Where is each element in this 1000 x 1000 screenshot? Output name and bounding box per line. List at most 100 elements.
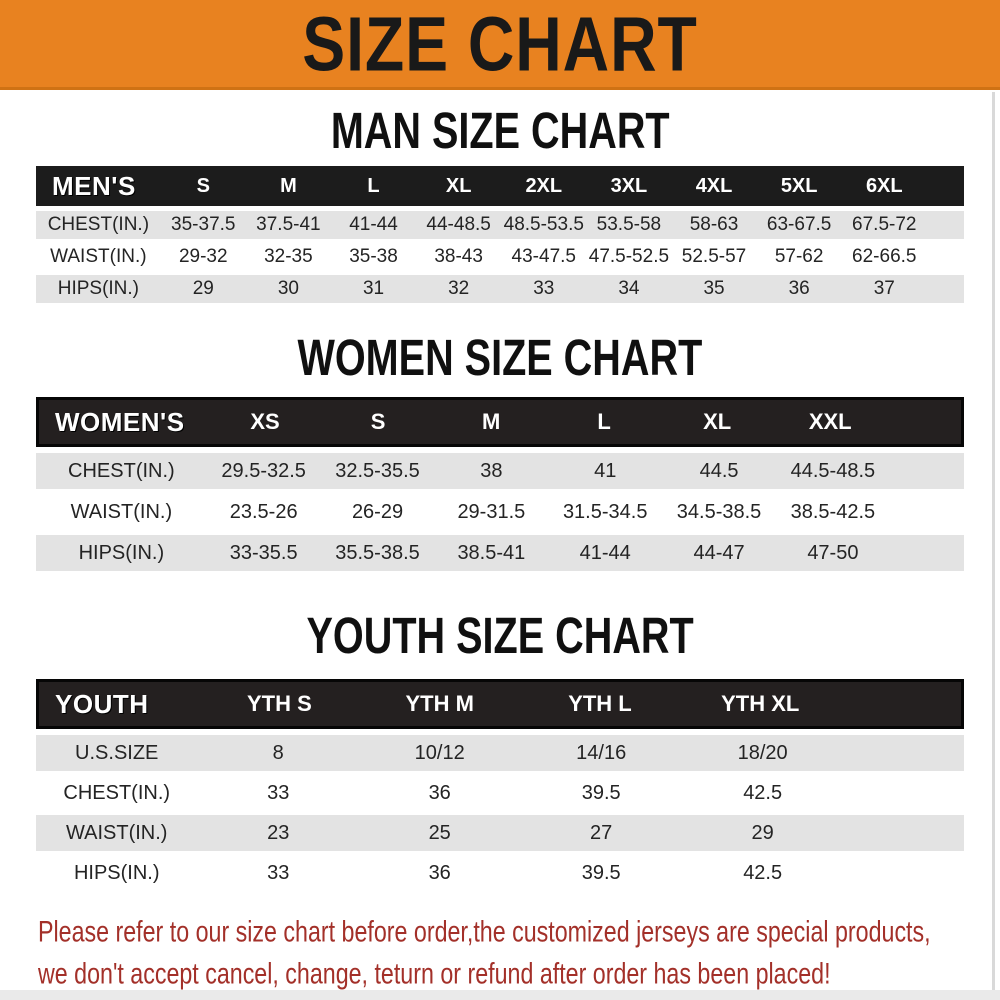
men-size-table: MEN'S S M L XL 2XL 3XL 4XL 5XL 6XL CHEST(IN.) 35-37… [36,166,964,303]
men-value-cell: 41-44 [349,214,398,235]
women-value-cell: 33-35.5 [229,541,298,564]
men-value-cell: 35-38 [349,246,398,267]
men-group-label: MEN'S [52,170,136,201]
youth-size-column-header: YTH S [247,691,312,716]
men-table-row: HIPS(IN.) 29 30 31 32 33 34 35 36 37 [36,275,964,303]
disclaimer-line-2: we don't accept cancel, change, teturn o… [38,957,831,990]
men-value-cell: 67.5-72 [852,214,917,235]
men-size-column-header: 6XL [865,174,903,197]
youth-size-table: YOUTH YTH S YTH M YTH L YTH XL U.S.SIZE 8 10/12… [36,679,964,891]
women-size-table: WOMEN'S XS S M L XL XXL CHEST(IN.) 29.5-32.5 32.5… [36,397,964,571]
youth-size-column-header: YTH XL [721,691,800,716]
youth-table-row: U.S.SIZE 8 10/12 14/16 18/20 [36,735,964,771]
women-table-row: CHEST(IN.) 29.5-32.5 32.5-35.5 38 41 44.5 44.5… [36,453,964,489]
men-value-cell: 47.5-52.5 [588,246,670,267]
women-section: WOMEN SIZE CHART WOMEN'S XS S M L XL XXL CHEST(… [0,330,1000,571]
men-table-row: WAIST(IN.) 29-32 32-35 35-38 38-43 43-47.5 47.… [36,243,964,271]
men-value-cell: 33 [533,278,555,299]
women-group-label: WOMEN'S [55,406,185,437]
men-size-column-header: 4XL [695,174,733,197]
men-table-row: CHEST(IN.) 35-37.5 37.5-41 41-44 44-48.5 48.5… [36,211,964,239]
men-value-cell: 48.5-53.5 [503,214,584,235]
women-value-cell: 29-31.5 [457,500,526,523]
women-table-row: WAIST(IN.) 23.5-26 26-29 29-31.5 31.5-34.5 34… [36,494,964,530]
youth-value-cell: 39.5 [581,861,621,884]
youth-section-heading: YOUTH SIZE CHART [0,608,1000,664]
men-value-cell: 52.5-57 [681,246,747,267]
women-row-label: HIPS(IN.) [78,541,165,564]
men-size-column-header: 2XL [525,174,563,197]
men-value-cell: 43-47.5 [511,246,576,267]
women-row-label: WAIST(IN.) [70,500,173,523]
youth-row-label: CHEST(IN.) [63,781,171,804]
women-value-cell: 38.5-41 [457,541,526,564]
women-value-cell: 29.5-32.5 [221,459,306,482]
men-section: MAN SIZE CHART MEN'S S M L XL 2XL 3XL 4XL 5XL 6XL… [0,103,1000,303]
men-row-label: WAIST(IN.) [50,246,147,267]
men-section-title: MAN SIZE CHART [330,103,670,160]
men-value-cell: 38-43 [434,246,483,267]
women-size-column-header: XL [703,409,732,434]
women-size-column-header: XXL [808,409,852,434]
youth-section-title: YOUTH SIZE CHART [306,608,694,665]
women-value-cell: 31.5-34.5 [562,500,648,523]
men-row-label: HIPS(IN.) [57,278,139,299]
women-table-row: HIPS(IN.) 33-35.5 35.5-38.5 38.5-41 41-44 44-… [36,535,964,571]
men-value-cell: 53.5-58 [596,214,662,235]
youth-table-row: CHEST(IN.) 33 36 39.5 42.5 [36,775,964,811]
banner: SIZE CHART [0,0,1000,90]
women-size-column-header: S [370,409,386,434]
women-value-cell: 47-50 [807,541,859,564]
youth-value-cell: 27 [590,821,613,844]
women-table-header-row: WOMEN'S XS S M L XL XXL [36,397,964,447]
women-section-title: WOMEN SIZE CHART [297,330,703,387]
youth-value-cell: 42.5 [743,781,783,804]
men-size-column-header: 5XL [780,174,818,197]
youth-value-cell: 8 [272,741,284,764]
youth-size-column-header: YTH M [405,691,474,716]
men-value-cell: 36 [788,278,810,299]
women-value-cell: 44-47 [693,541,745,564]
women-value-cell: 41 [594,459,617,482]
men-value-cell: 37.5-41 [256,214,321,235]
right-edge-artifact [992,92,995,990]
men-value-cell: 35 [703,278,725,299]
youth-value-cell: 33 [267,781,290,804]
youth-value-cell: 36 [428,781,451,804]
bottom-edge-artifact [0,990,1000,1000]
youth-table-header-row: YOUTH YTH S YTH M YTH L YTH XL [36,679,964,729]
youth-value-cell: 18/20 [737,741,788,764]
men-value-cell: 35-37.5 [171,214,236,235]
youth-value-cell: 25 [428,821,451,844]
youth-value-cell: 33 [267,861,290,884]
women-value-cell: 44.5 [699,459,739,482]
youth-value-cell: 10/12 [414,741,465,764]
men-value-cell: 32 [448,278,470,299]
women-row-label: CHEST(IN.) [68,459,175,482]
youth-table-row: HIPS(IN.) 33 36 39.5 42.5 [36,855,964,891]
men-value-cell: 62-66.5 [852,246,917,267]
youth-section: YOUTH SIZE CHART YOUTH YTH S YTH M YTH L YTH… [0,608,1000,891]
men-size-column-header: S [196,174,210,197]
men-size-column-header: M [280,174,297,197]
youth-value-cell: 29 [751,821,774,844]
women-value-cell: 38 [480,459,503,482]
men-value-cell: 57-62 [774,246,824,267]
men-value-cell: 58-63 [689,214,739,235]
women-value-cell: 38.5-42.5 [790,500,876,523]
youth-row-label: WAIST(IN.) [66,821,168,844]
men-size-column-header: L [367,174,380,197]
youth-value-cell: 23 [267,821,290,844]
women-value-cell: 26-29 [351,500,404,523]
women-value-cell: 44.5-48.5 [790,459,876,482]
youth-row-label: HIPS(IN.) [73,861,160,884]
youth-row-label: U.S.SIZE [75,741,159,764]
women-size-column-header: L [597,409,611,434]
women-size-column-header: XS [250,409,280,434]
men-value-cell: 32-35 [264,246,313,267]
men-value-cell: 37 [873,278,895,299]
disclaimer: Please refer to our size chart before or… [0,911,1000,995]
men-size-column-header: XL [445,174,472,197]
men-value-cell: 29-32 [178,246,228,267]
